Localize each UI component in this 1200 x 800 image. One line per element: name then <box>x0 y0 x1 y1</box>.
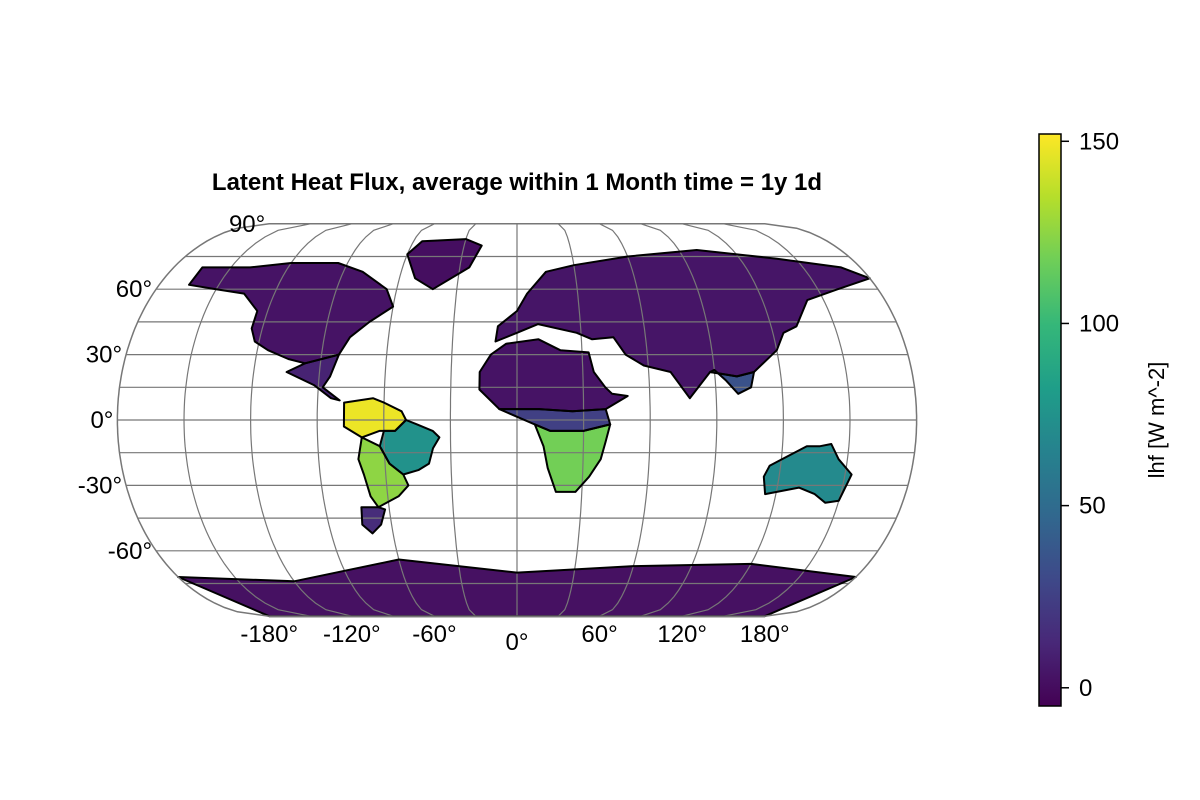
lon-tick-label: 180° <box>740 621 790 648</box>
lhf-region-southern-south-america <box>358 437 409 508</box>
lhf-region-eastern-brazil <box>379 420 440 475</box>
lat-tick-label: -30° <box>78 472 122 499</box>
latitude-tick-labels: 90° 60° 30° 0° -30° -60° <box>78 211 265 565</box>
lon-tick-label: -60° <box>412 621 456 648</box>
meridian-line <box>640 223 718 617</box>
lon-tick-label: -180° <box>240 621 298 648</box>
colorbar-ticks: 0 50 100 150 <box>1061 128 1119 702</box>
lon-tick-label: 120° <box>657 621 707 648</box>
lat-tick-label: 90° <box>229 211 265 238</box>
coastline-greenland <box>406 238 483 291</box>
lat-tick-label: 60° <box>116 276 152 303</box>
meridian-line <box>723 223 851 617</box>
coastlines <box>177 238 871 618</box>
colorbar-tick-label: 100 <box>1079 310 1119 337</box>
meridian-line <box>316 223 394 617</box>
lhf-region-patagonia <box>361 507 386 534</box>
colorbar-gradient <box>1038 133 1062 707</box>
meridian-line <box>682 223 785 617</box>
lhf-region-eurasia <box>495 250 870 399</box>
lhf-region-southern-africa <box>534 424 611 492</box>
coastline-australia <box>762 443 853 504</box>
coastline-central-america <box>285 353 341 402</box>
colorbar-tick-label: 150 <box>1079 128 1119 155</box>
map-title: Latent Heat Flux, average within 1 Month… <box>212 169 822 196</box>
meridian-line <box>599 223 651 617</box>
colorbar: 0 50 100 150 lhf [W m^-2] <box>1038 128 1169 707</box>
lon-tick-label: 60° <box>581 621 617 648</box>
coastline-south-asia <box>709 368 755 395</box>
coastline-southern-south-america <box>357 436 410 509</box>
lhf-region-north-africa <box>479 339 628 412</box>
meridian-line <box>383 223 435 617</box>
lon-tick-label: -120° <box>323 621 381 648</box>
lon-tick-label: 0° <box>506 629 529 656</box>
colorbar-tick-label: 0 <box>1079 675 1092 702</box>
lat-tick-label: -60° <box>108 538 152 565</box>
lhf-region-australia <box>763 444 852 503</box>
lat-tick-label: 0° <box>90 407 113 434</box>
colorbar-label: lhf [W m^-2] <box>1144 362 1169 479</box>
meridian-line <box>249 223 352 617</box>
lhf-field <box>178 239 870 617</box>
coastline-patagonia <box>360 506 387 535</box>
longitude-tick-labels: -180° -120° -60° 0° 60° 120° 180° <box>240 621 789 656</box>
lhf-region-north-america <box>189 263 394 364</box>
coastline-eurasia <box>494 249 871 400</box>
map-panel: 90° 60° 30° 0° -30° -60° -180° -120° -60° 0° 60° 1… <box>78 211 918 656</box>
meridian-line <box>557 223 585 617</box>
map-frame <box>116 223 918 617</box>
colorbar-tick-label: 50 <box>1079 493 1106 520</box>
coastline-southern-africa <box>533 423 612 493</box>
lhf-region-amazon <box>343 398 406 438</box>
lat-tick-label: 30° <box>86 342 122 369</box>
meridian-line <box>449 223 477 617</box>
graticule <box>117 223 917 617</box>
